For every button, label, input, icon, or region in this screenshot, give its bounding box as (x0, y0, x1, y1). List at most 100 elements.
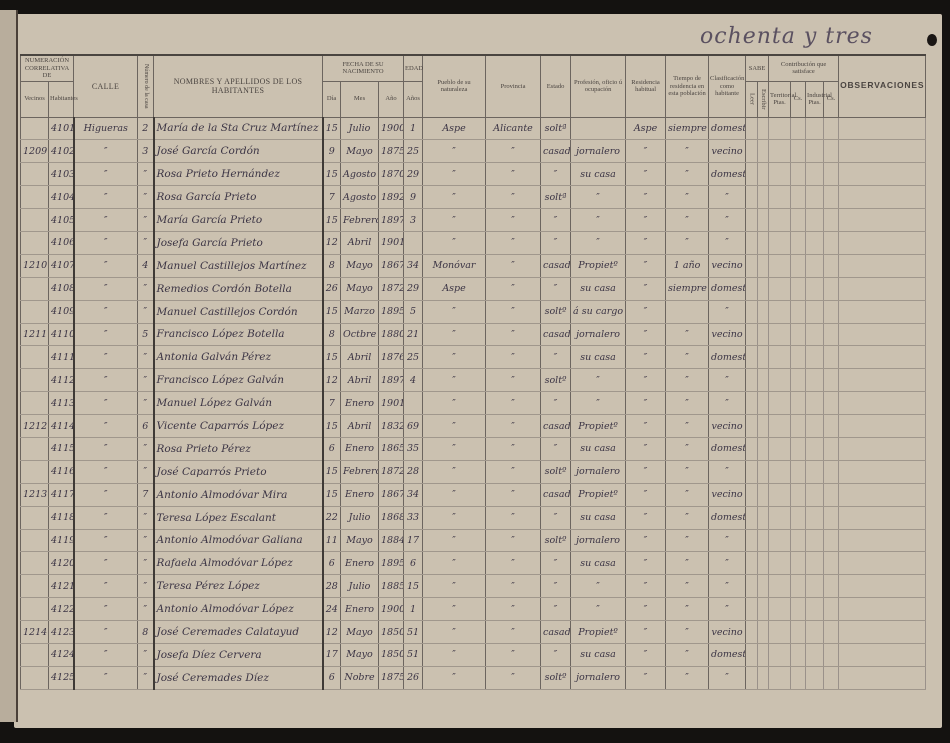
cell-empty (790, 139, 807, 164)
cell-empty (823, 162, 840, 187)
cell-empty (790, 551, 807, 576)
cell-vecino: 1214 (20, 620, 49, 644)
cell-observaciones (838, 666, 927, 690)
cell-clasif: domestª (708, 117, 747, 141)
cell-tiempo: ″ (665, 666, 710, 690)
cell-empty (768, 437, 792, 461)
cell-empty (745, 460, 759, 484)
cell-empty (823, 300, 840, 324)
cell-empty (745, 437, 759, 461)
cell-dia: 15 (322, 460, 342, 484)
cell-nombre: Antonio Almodóvar López (153, 597, 324, 622)
cell-casa: ″ (137, 597, 155, 622)
cell-empty (745, 620, 759, 644)
cell-mes: Agosto (340, 185, 380, 210)
cell-residencia: ″ (625, 231, 667, 255)
cell-empty (790, 162, 807, 187)
cell-empty (757, 254, 770, 278)
cell-residencia: ″ (625, 597, 667, 622)
cell-clasif: vecino (708, 139, 747, 164)
cell-empty (745, 368, 759, 393)
cell-edad: 17 (403, 529, 424, 553)
cell-edad: 29 (403, 277, 424, 301)
header-numeracion: NUMERACIÓN CORRELATIVA DE (19, 54, 75, 82)
cell-hab: 4114 (47, 414, 75, 438)
cell-estado: casado (540, 139, 572, 164)
header-provincia: Provincia (485, 54, 542, 118)
header-ano: Año (378, 80, 405, 118)
cell-hab: 4113 (47, 391, 75, 416)
header-nombres: NOMBRES Y APELLIDOS DE LOS HABITANTES (153, 54, 324, 118)
cell-calle: ″ (73, 551, 139, 576)
cell-mes: Abril (340, 414, 380, 438)
cell-edad: 3 (403, 208, 424, 232)
cell-observaciones (838, 139, 927, 164)
cell-estado: ″ (540, 574, 572, 599)
cell-empty (805, 666, 825, 690)
cell-calle: Higueras (73, 117, 139, 141)
cell-empty (823, 139, 840, 164)
cell-estado: ″ (540, 643, 572, 667)
cell-vecino (20, 460, 49, 484)
cell-tiempo: ″ (665, 162, 710, 187)
header-contribucion: Contribución que satisface (768, 54, 840, 82)
cell-empty (768, 139, 792, 164)
table-row: 4112 ″ ″ Francisco López Galván 12 Abril 1897 4… (20, 368, 927, 393)
cell-pueblo: ″ (422, 231, 487, 255)
header-tiempo: Tiempo de residencia en esta población (665, 54, 710, 118)
cell-observaciones (838, 162, 927, 187)
cell-vecino (20, 368, 49, 393)
cell-provincia: ″ (485, 620, 542, 644)
cell-dia: 7 (322, 391, 342, 416)
cell-empty (790, 368, 807, 393)
cell-empty (823, 597, 840, 622)
cell-empty (823, 437, 840, 461)
cell-dia: 15 (322, 414, 342, 438)
cell-provincia: ″ (485, 643, 542, 667)
cell-profesion: su casa (570, 506, 627, 530)
cell-clasif: vecino (708, 483, 747, 507)
cell-empty (745, 185, 759, 210)
cell-empty (745, 139, 759, 164)
cell-dia: 26 (322, 277, 342, 301)
cell-empty (768, 254, 792, 278)
header-anos: Años (403, 80, 424, 118)
cell-mes: Mayo (340, 254, 380, 278)
table-row: 4119 ″ ″ Antonio Almodóvar Galiana 11 Mayo 188… (20, 529, 927, 553)
cell-hab: 4103 (47, 162, 75, 187)
cell-pueblo: ″ (422, 529, 487, 553)
cell-tiempo: ″ (665, 506, 710, 530)
cell-empty (805, 345, 825, 370)
cell-vecino (20, 208, 49, 232)
cell-empty (823, 529, 840, 553)
cell-empty (768, 117, 792, 141)
cell-empty (805, 300, 825, 324)
header-observaciones: OBSERVACIONES (838, 54, 927, 118)
cell-empty (790, 277, 807, 301)
cell-ano: 1865 (378, 437, 405, 461)
cell-provincia: ″ (485, 345, 542, 370)
cell-provincia: ″ (485, 368, 542, 393)
cell-empty (768, 666, 792, 690)
cell-observaciones (838, 414, 927, 438)
cell-hab: 4117 (47, 483, 75, 507)
cell-empty (768, 620, 792, 644)
table-row: 4109 ″ ″ Manuel Castillejos Cordón 15 Marzo 18… (20, 300, 927, 324)
cell-provincia: ″ (485, 162, 542, 187)
cell-estado: ″ (540, 506, 572, 530)
cell-edad: 69 (403, 414, 424, 438)
cell-residencia: ″ (625, 551, 667, 576)
cell-empty (745, 117, 759, 141)
cell-empty (757, 529, 770, 553)
cell-tiempo: ″ (665, 345, 710, 370)
cell-observaciones (838, 117, 927, 141)
cell-empty (823, 391, 840, 416)
cell-pueblo: ″ (422, 414, 487, 438)
table-row: 4103 ″ ″ Rosa Prieto Hernández 15 Agosto 1870 2… (20, 162, 927, 187)
cell-casa: ″ (137, 437, 155, 461)
cell-clasif: domestª (708, 277, 747, 301)
cell-pueblo: Aspe (422, 117, 487, 141)
cell-pueblo: ″ (422, 460, 487, 484)
cell-ano: 1867 (378, 483, 405, 507)
cell-empty (757, 368, 770, 393)
